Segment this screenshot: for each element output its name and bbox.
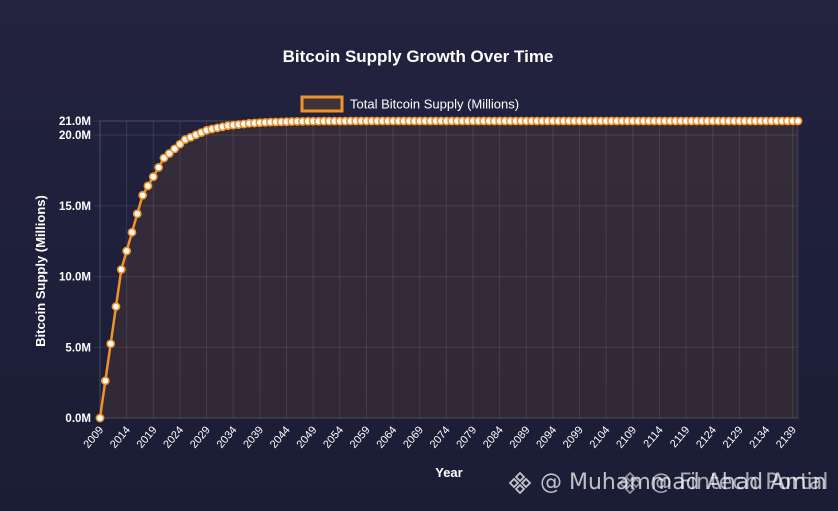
x-tick-label: 2094 xyxy=(534,424,559,450)
x-tick-label: 2104 xyxy=(588,424,613,450)
x-tick-label: 2039 xyxy=(241,424,266,450)
y-tick-label: 0.0M xyxy=(65,413,91,425)
data-point[interactable] xyxy=(122,246,132,256)
data-point[interactable] xyxy=(159,153,169,163)
y-axis-ticks: 0.0M 5.0M 10.0M 15.0M 20.0M 21.0M xyxy=(59,116,100,425)
x-tick-label: 2139 xyxy=(774,424,799,450)
y-tick-label: 20.0M xyxy=(59,130,91,142)
x-tick-label: 2124 xyxy=(694,424,719,450)
data-point[interactable] xyxy=(111,302,121,311)
data-point[interactable] xyxy=(148,172,158,182)
data-point[interactable] xyxy=(154,162,164,172)
legend[interactable]: Total Bitcoin Supply (Millions) xyxy=(300,95,519,113)
y-tick-label: 15.0M xyxy=(59,201,91,213)
y-tick-label: 5.0M xyxy=(65,342,91,354)
x-tick-label: 2079 xyxy=(454,424,479,450)
x-tick-label: 2089 xyxy=(508,424,533,450)
y-tick-label: 21.0M xyxy=(59,116,91,128)
x-tick-label: 2109 xyxy=(614,424,639,450)
x-tick-label: 2054 xyxy=(321,424,346,450)
y-tick-label: 10.0M xyxy=(59,272,91,284)
x-tick-label: 2114 xyxy=(641,424,665,450)
x-tick-label: 2074 xyxy=(428,424,453,450)
x-tick-label: 2119 xyxy=(668,424,692,450)
x-tick-label: 2084 xyxy=(481,424,506,450)
legend-swatch xyxy=(300,95,344,113)
x-tick-label: 2099 xyxy=(561,424,586,450)
grid xyxy=(99,120,799,419)
x-tick-label: 2059 xyxy=(348,424,373,450)
x-tick-label: 2009 xyxy=(81,424,106,450)
x-tick-label: 2034 xyxy=(215,424,240,450)
data-point[interactable] xyxy=(170,144,179,154)
x-tick-label: 2064 xyxy=(374,424,399,450)
x-tick-label: 2019 xyxy=(135,424,160,450)
y-axis-label: Bitcoin Supply (Millions) xyxy=(33,195,48,347)
x-axis-ticks: 2009 2014 2019 2024 2029 2034 2039 2044 2049 2054… xyxy=(81,424,799,450)
area-fill xyxy=(100,121,798,418)
data-points xyxy=(95,116,803,423)
data-point[interactable] xyxy=(138,190,148,200)
data-point[interactable] xyxy=(132,209,142,219)
data-point[interactable] xyxy=(127,227,137,237)
x-tick-label: 2049 xyxy=(294,424,319,450)
data-point[interactable] xyxy=(100,376,110,386)
data-point[interactable] xyxy=(175,139,185,149)
x-axis-label: Year xyxy=(435,465,462,480)
x-tick-label: 2029 xyxy=(188,424,213,450)
chart-title: Bitcoin Supply Growth Over Time xyxy=(283,47,554,66)
x-tick-label: 2024 xyxy=(161,424,186,450)
x-tick-label: 2014 xyxy=(108,424,133,450)
series-area xyxy=(100,121,798,418)
data-point[interactable] xyxy=(793,116,803,126)
data-point[interactable] xyxy=(116,265,126,274)
legend-label: Total Bitcoin Supply (Millions) xyxy=(350,97,519,112)
x-tick-label: 2044 xyxy=(268,424,293,450)
x-tick-label: 2069 xyxy=(401,424,426,450)
x-tick-label: 2134 xyxy=(747,424,772,450)
data-point[interactable] xyxy=(95,413,105,423)
data-point[interactable] xyxy=(164,149,174,158)
data-point[interactable] xyxy=(143,181,153,191)
x-tick-label: 2129 xyxy=(721,424,746,450)
data-point[interactable] xyxy=(106,339,116,349)
